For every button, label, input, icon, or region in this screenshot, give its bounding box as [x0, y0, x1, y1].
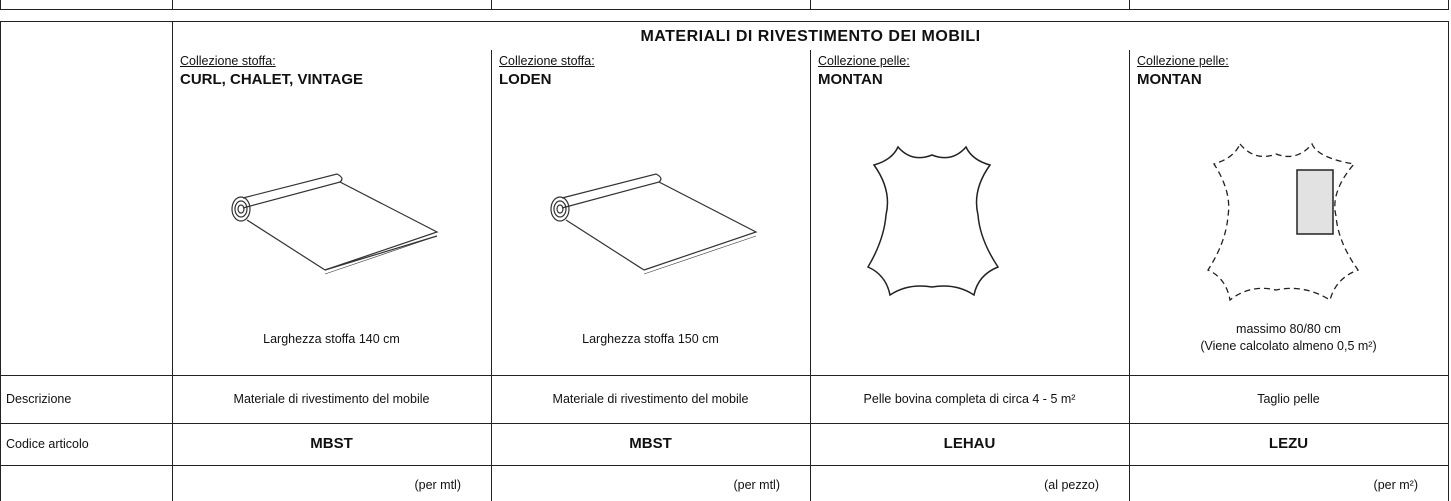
border: [0, 9, 1449, 10]
collection-name: CURL, CHALET, VINTAGE: [180, 71, 364, 88]
description: Materiale di rivestimento del mobile: [552, 392, 749, 406]
article-code: MBST: [629, 435, 672, 452]
caption: Larghezza stoffa 150 cm: [582, 332, 719, 346]
collection-label: Collezione pelle:: [818, 54, 910, 68]
leather-hide-icon: [866, 145, 1000, 297]
unit: (per mtl): [733, 478, 780, 492]
article-code: LEHAU: [943, 435, 996, 452]
border: [1448, 21, 1449, 501]
collection-name: LODEN: [499, 71, 552, 88]
row-label: Descrizione: [6, 392, 72, 406]
description: Materiale di rivestimento del mobile: [233, 392, 430, 406]
caption: massimo 80/80 cm: [1236, 322, 1341, 336]
border: [0, 423, 1449, 424]
collection-label: Collezione stoffa:: [180, 54, 276, 68]
unit: (al pezzo): [1044, 478, 1099, 492]
table-title: MATERIALI DI RIVESTIMENTO DEI MOBILI: [640, 28, 981, 45]
caption: (Viene calcolato almeno 0,5 m²): [1200, 339, 1377, 353]
border: [1129, 50, 1130, 501]
border: [491, 0, 492, 10]
border: [0, 375, 1449, 376]
fabric-roll-icon: [550, 173, 758, 275]
border: [1448, 0, 1449, 10]
unit: (per mtl): [414, 478, 461, 492]
leather-hide-icon: [1207, 142, 1360, 302]
border: [1129, 0, 1130, 10]
article-code: MBST: [310, 435, 353, 452]
border: [172, 21, 173, 501]
fabric-roll-icon: [231, 173, 439, 275]
article-code: LEZU: [1268, 435, 1309, 452]
description: Taglio pelle: [1257, 392, 1320, 406]
collection-name: MONTAN: [818, 71, 883, 88]
description: Pelle bovina completa di circa 4 - 5 m²: [863, 392, 1076, 406]
border: [0, 21, 1449, 22]
border: [0, 21, 1, 501]
row-label: Codice articolo: [6, 437, 89, 451]
border: [172, 0, 173, 10]
border: [0, 0, 1, 10]
collection-label: Collezione pelle:: [1137, 54, 1229, 68]
border: [810, 0, 811, 10]
border: [491, 50, 492, 501]
collection-name: MONTAN: [1137, 71, 1202, 88]
border: [0, 465, 1449, 466]
collection-label: Collezione stoffa:: [499, 54, 595, 68]
caption: Larghezza stoffa 140 cm: [263, 332, 400, 346]
border: [810, 50, 811, 501]
unit: (per m²): [1373, 478, 1418, 492]
